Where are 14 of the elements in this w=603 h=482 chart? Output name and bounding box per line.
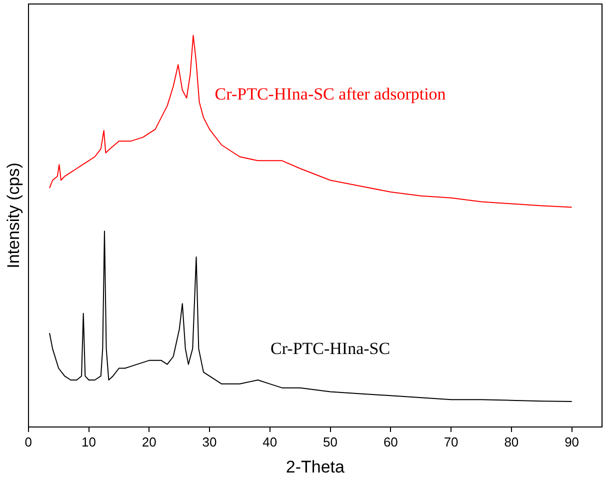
x-tick-label: 80 (504, 434, 519, 450)
x-tick-label: 20 (142, 434, 156, 450)
x-tick-label: 30 (202, 434, 217, 450)
x-tick-label: 40 (262, 434, 278, 450)
series-label: Cr-PTC-HIna-SC (270, 339, 390, 358)
x-tick-label: 70 (444, 434, 458, 450)
x-tick-label: 60 (383, 434, 398, 450)
x-tick-label: 50 (323, 434, 338, 450)
x-tick-label: 10 (82, 434, 96, 450)
series-label: Cr-PTC-HIna-SC after adsorption (214, 84, 446, 104)
x-axis-title: 2-Theta (286, 457, 346, 476)
x-tick-label: 90 (564, 434, 580, 450)
x-tick-label: 0 (24, 434, 32, 450)
y-axis-title: Intensity (cps) (4, 162, 23, 268)
